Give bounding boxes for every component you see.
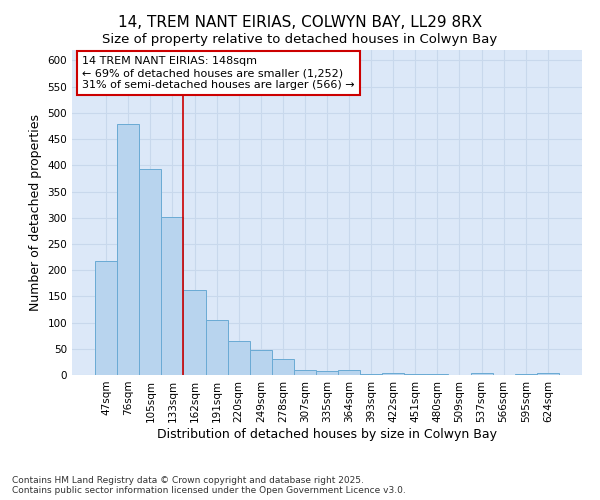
Bar	[117, 124, 139, 375]
Bar	[515, 374, 537, 375]
Bar	[250, 350, 272, 375]
Bar	[294, 370, 316, 375]
Bar	[360, 374, 382, 375]
Text: 14 TREM NANT EIRIAS: 148sqm
← 69% of detached houses are smaller (1,252)
31% of : 14 TREM NANT EIRIAS: 148sqm ← 69% of det…	[82, 56, 355, 90]
Bar	[338, 370, 360, 375]
Text: 14, TREM NANT EIRIAS, COLWYN BAY, LL29 8RX: 14, TREM NANT EIRIAS, COLWYN BAY, LL29 8…	[118, 15, 482, 30]
Bar	[95, 260, 117, 375]
Bar	[537, 374, 559, 375]
Bar	[139, 169, 161, 375]
Y-axis label: Number of detached properties: Number of detached properties	[29, 114, 42, 311]
Bar	[404, 374, 427, 375]
Bar	[227, 341, 250, 375]
Bar	[161, 216, 184, 375]
Bar	[382, 373, 404, 375]
Bar	[206, 320, 227, 375]
Text: Size of property relative to detached houses in Colwyn Bay: Size of property relative to detached ho…	[103, 32, 497, 46]
Bar	[272, 360, 294, 375]
Bar	[184, 290, 206, 375]
X-axis label: Distribution of detached houses by size in Colwyn Bay: Distribution of detached houses by size …	[157, 428, 497, 440]
Bar	[316, 371, 338, 375]
Text: Contains HM Land Registry data © Crown copyright and database right 2025.
Contai: Contains HM Land Registry data © Crown c…	[12, 476, 406, 495]
Bar	[427, 374, 448, 375]
Bar	[470, 373, 493, 375]
